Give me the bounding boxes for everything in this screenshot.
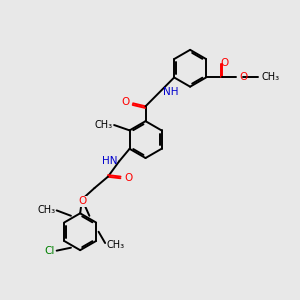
Text: CH₃: CH₃ bbox=[37, 206, 55, 215]
Text: O: O bbox=[124, 173, 132, 183]
Text: O: O bbox=[121, 98, 130, 107]
Text: O: O bbox=[78, 196, 86, 206]
Text: CH₃: CH₃ bbox=[94, 120, 112, 130]
Text: CH₃: CH₃ bbox=[262, 73, 280, 82]
Text: Cl: Cl bbox=[44, 246, 54, 256]
Text: CH₃: CH₃ bbox=[106, 239, 125, 250]
Text: NH: NH bbox=[164, 87, 179, 97]
Text: O: O bbox=[239, 73, 247, 82]
Text: O: O bbox=[220, 58, 229, 68]
Text: HN: HN bbox=[102, 156, 118, 166]
